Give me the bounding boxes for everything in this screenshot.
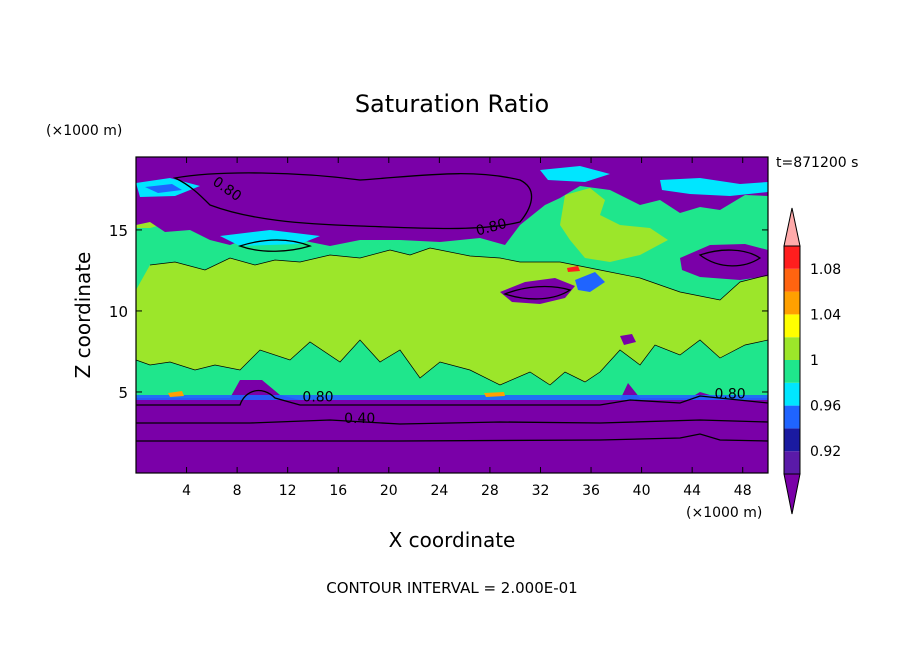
y-unit-label: (×1000 m) <box>46 123 122 139</box>
contour-lines-thin <box>136 247 768 386</box>
colorbar: 1.08 1.04 1 0.96 0.92 <box>783 207 841 515</box>
x-tick-label: 32 <box>532 483 550 499</box>
x-tick-label: 20 <box>380 483 398 499</box>
contour-label: 0.80 <box>474 216 508 240</box>
plot-frame <box>135 156 769 474</box>
colorbar-label: 1.04 <box>810 307 841 323</box>
colorbar-label: 0.92 <box>810 444 841 460</box>
colorbar-band <box>784 382 800 406</box>
colorbar-band <box>784 246 800 269</box>
y-axis: 5 10 15 <box>109 222 768 402</box>
pocket-dry-3 <box>620 334 636 345</box>
region-supersaturated-top <box>560 188 668 262</box>
colorbar-label: 1.08 <box>810 262 841 278</box>
streak-cyan-2 <box>660 178 768 196</box>
y-tick-label: 5 <box>118 384 128 402</box>
x-tick-label: 12 <box>279 483 297 499</box>
colorbar-label: 0.96 <box>810 399 841 415</box>
x-tick-label: 28 <box>481 483 499 499</box>
region-dry-upper <box>136 157 768 246</box>
x-tick-label: 36 <box>582 483 600 499</box>
colorbar-under-arrow <box>783 473 801 515</box>
x-unit-label: (×1000 m) <box>686 505 762 521</box>
x-tick-label: 4 <box>182 483 191 499</box>
contour-interval-note: CONTOUR INTERVAL = 2.000E-01 <box>326 579 577 597</box>
colorbar-frame <box>783 245 801 475</box>
spot-orange-1 <box>168 391 184 397</box>
y-tick-label: 15 <box>109 222 128 240</box>
colorbar-band <box>784 451 800 474</box>
contour-label: 0.80 <box>714 386 745 402</box>
x-axis-label: X coordinate <box>389 528 516 552</box>
x-axis: 4 8 12 16 20 24 28 32 36 40 44 48 <box>182 157 752 499</box>
region-supersaturated <box>136 248 768 385</box>
x-tick-label: 48 <box>734 483 752 499</box>
colorbar-band <box>784 268 800 292</box>
pocket-blue-1 <box>575 272 605 292</box>
contour-label: 0.80 <box>302 390 333 406</box>
pocket-red <box>567 266 580 272</box>
colorbar-band <box>784 337 800 360</box>
contour-lines <box>136 172 768 442</box>
colorbar-band <box>784 291 800 315</box>
pocket-dry-2 <box>680 244 768 280</box>
y-axis-label: Z coordinate <box>71 252 95 379</box>
x-tick-label: 16 <box>329 483 347 499</box>
strip-blue-lower <box>136 395 768 400</box>
colorbar-band <box>784 428 800 452</box>
x-tick-label: 24 <box>430 483 448 499</box>
streak-cyan-3 <box>540 166 610 182</box>
colorbar-band <box>784 314 800 338</box>
x-tick-label: 8 <box>233 483 242 499</box>
time-label: t=871200 s <box>776 155 858 171</box>
contour-label: 0.40 <box>344 411 375 427</box>
colorbar-band <box>784 405 800 429</box>
contour-label-layer: 0.800.800.800.400.80 <box>209 174 745 427</box>
colorbar-over-arrow <box>783 207 801 247</box>
y-tick-label: 10 <box>109 303 128 321</box>
spot-orange-2 <box>484 392 505 397</box>
x-tick-label: 40 <box>633 483 651 499</box>
x-tick-label: 44 <box>683 483 701 499</box>
streak-blue-1 <box>145 184 182 193</box>
chart-title: Saturation Ratio <box>355 90 549 118</box>
contour-field <box>136 157 768 473</box>
colorbar-band <box>784 360 800 383</box>
colorbar-label: 1 <box>810 353 819 369</box>
